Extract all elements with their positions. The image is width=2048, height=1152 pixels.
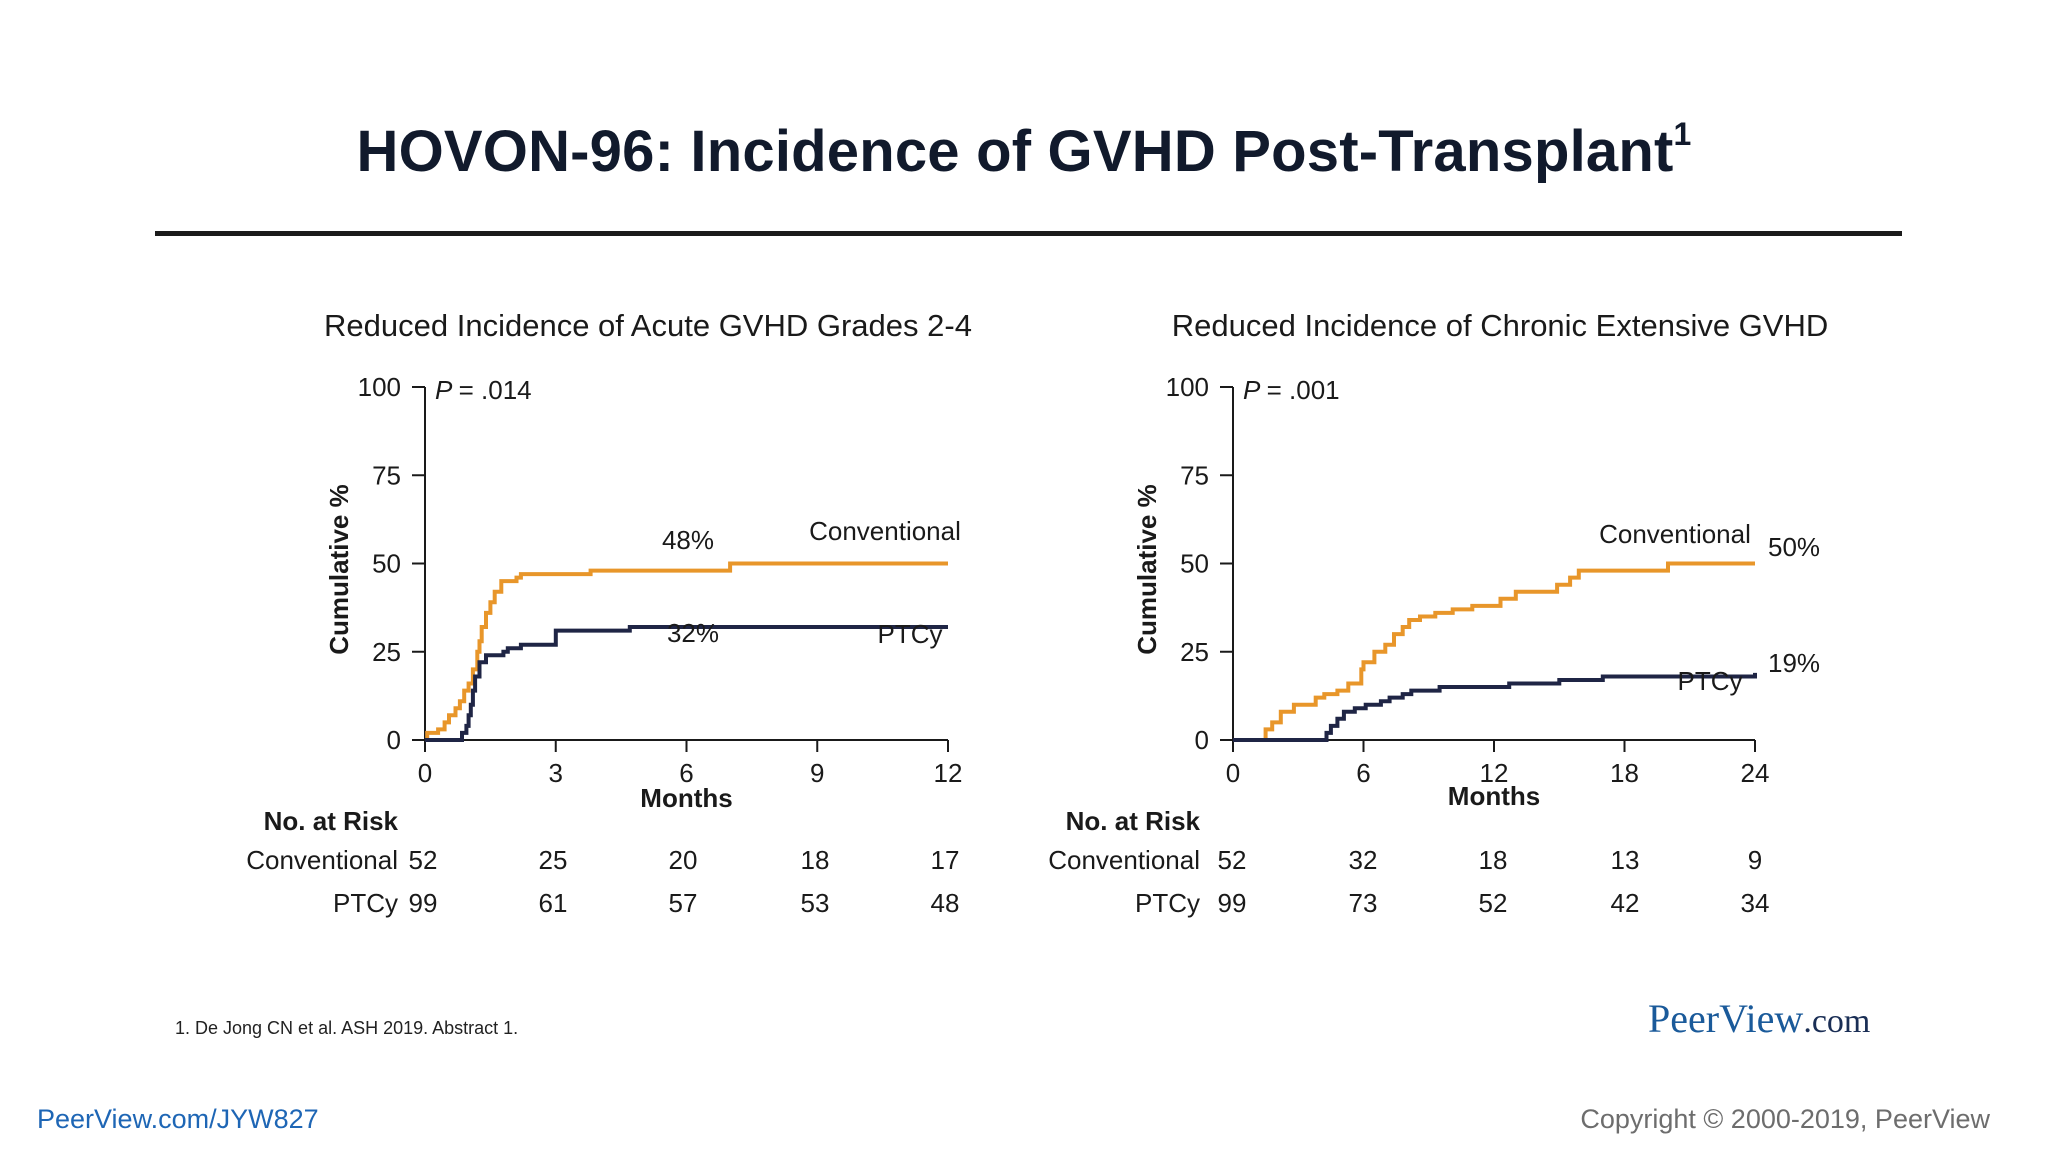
risk-value: 32 bbox=[1349, 845, 1378, 875]
title-reference-marker: 1 bbox=[1673, 115, 1692, 152]
series-line-ptcy bbox=[1233, 672, 1757, 742]
end-value-ptcy: 32% bbox=[667, 618, 719, 648]
risk-value: 52 bbox=[1218, 845, 1247, 875]
y-tick-label: 0 bbox=[387, 725, 401, 755]
risk-value: 53 bbox=[801, 888, 830, 918]
x-tick-label: 6 bbox=[1356, 758, 1370, 788]
risk-value: 73 bbox=[1349, 888, 1378, 918]
end-value-conventional: 50% bbox=[1768, 532, 1820, 562]
risk-value: 42 bbox=[1611, 888, 1640, 918]
y-axis-label: Cumulative % bbox=[1132, 484, 1162, 655]
peerview-logo: PeerView.com bbox=[1648, 995, 1870, 1042]
end-value-conventional: 48% bbox=[662, 525, 714, 555]
risk-value: 18 bbox=[1479, 845, 1508, 875]
x-tick-label: 18 bbox=[1610, 758, 1639, 788]
y-tick-label: 50 bbox=[372, 549, 401, 579]
y-tick-label: 100 bbox=[358, 372, 401, 402]
p-symbol: P bbox=[1243, 375, 1267, 405]
y-tick-label: 100 bbox=[1166, 372, 1209, 402]
x-tick-label: 12 bbox=[1480, 758, 1509, 788]
x-axis-label: Months bbox=[1448, 781, 1540, 811]
x-tick-label: 12 bbox=[934, 758, 963, 788]
risk-table-header: No. at Risk bbox=[1066, 806, 1201, 836]
p-symbol: P bbox=[435, 375, 459, 405]
x-tick-label: 9 bbox=[810, 758, 824, 788]
risk-value: 48 bbox=[931, 888, 960, 918]
risk-row-label: Conventional bbox=[1048, 845, 1200, 875]
logo-name: PeerView bbox=[1648, 996, 1804, 1041]
risk-value: 20 bbox=[669, 845, 698, 875]
x-tick-label: 24 bbox=[1741, 758, 1770, 788]
risk-value: 18 bbox=[801, 845, 830, 875]
chart-title: Reduced Incidence of Acute GVHD Grades 2… bbox=[324, 308, 972, 343]
y-axis-label: Cumulative % bbox=[324, 484, 354, 655]
y-tick-label: 25 bbox=[372, 637, 401, 667]
chart-2: Reduced Incidence of Chronic Extensive G… bbox=[1048, 308, 1828, 918]
chart-1: Reduced Incidence of Acute GVHD Grades 2… bbox=[246, 308, 972, 918]
y-tick-label: 50 bbox=[1180, 549, 1209, 579]
risk-table-header: No. at Risk bbox=[264, 806, 399, 836]
logo-suffix: .com bbox=[1803, 1003, 1871, 1040]
risk-row-label: PTCy bbox=[1135, 888, 1200, 918]
risk-value: 17 bbox=[931, 845, 960, 875]
y-tick-label: 25 bbox=[1180, 637, 1209, 667]
copyright-text: Copyright © 2000-2019, PeerView bbox=[1580, 1104, 1990, 1134]
risk-value: 99 bbox=[409, 888, 438, 918]
series-label-ptcy: PTCy bbox=[1678, 666, 1743, 696]
x-axis-label: Months bbox=[640, 783, 732, 813]
risk-value: 34 bbox=[1741, 888, 1770, 918]
p-number: = .014 bbox=[459, 375, 532, 405]
x-tick-label: 6 bbox=[679, 758, 693, 788]
risk-value: 61 bbox=[539, 888, 568, 918]
risk-value: 52 bbox=[1479, 888, 1508, 918]
chart-title: Reduced Incidence of Chronic Extensive G… bbox=[1172, 308, 1829, 343]
y-tick-label: 75 bbox=[372, 460, 401, 490]
risk-value: 13 bbox=[1611, 845, 1640, 875]
series-line-conventional bbox=[1233, 561, 1755, 742]
series-label-conventional: Conventional bbox=[809, 516, 961, 546]
x-tick-label: 3 bbox=[549, 758, 563, 788]
risk-row-label: PTCy bbox=[333, 888, 398, 918]
risk-value: 9 bbox=[1748, 845, 1762, 875]
risk-row-label: Conventional bbox=[246, 845, 398, 875]
risk-value: 52 bbox=[409, 845, 438, 875]
p-value: P = .014 bbox=[435, 375, 532, 405]
end-value-ptcy: 19% bbox=[1768, 648, 1820, 678]
x-tick-label: 0 bbox=[1226, 758, 1240, 788]
p-number: = .001 bbox=[1267, 375, 1340, 405]
title-divider bbox=[155, 231, 1902, 236]
risk-value: 57 bbox=[669, 888, 698, 918]
series-label-ptcy: PTCy bbox=[878, 619, 943, 649]
series-line-ptcy bbox=[425, 625, 948, 742]
p-value: P = .001 bbox=[1243, 375, 1340, 405]
footnote: 1. De Jong CN et al. ASH 2019. Abstract … bbox=[175, 1018, 519, 1038]
series-label-conventional: Conventional bbox=[1599, 519, 1751, 549]
x-tick-label: 0 bbox=[418, 758, 432, 788]
page-title-text: HOVON-96: Incidence of GVHD Post-Transpl… bbox=[356, 119, 1674, 184]
y-tick-label: 75 bbox=[1180, 460, 1209, 490]
series-line-conventional bbox=[425, 561, 948, 742]
page-title: HOVON-96: Incidence of GVHD Post-Transpl… bbox=[0, 115, 2048, 185]
risk-value: 99 bbox=[1218, 888, 1247, 918]
short-link[interactable]: PeerView.com/JYW827 bbox=[37, 1104, 319, 1134]
y-tick-label: 0 bbox=[1195, 725, 1209, 755]
risk-value: 25 bbox=[539, 845, 568, 875]
